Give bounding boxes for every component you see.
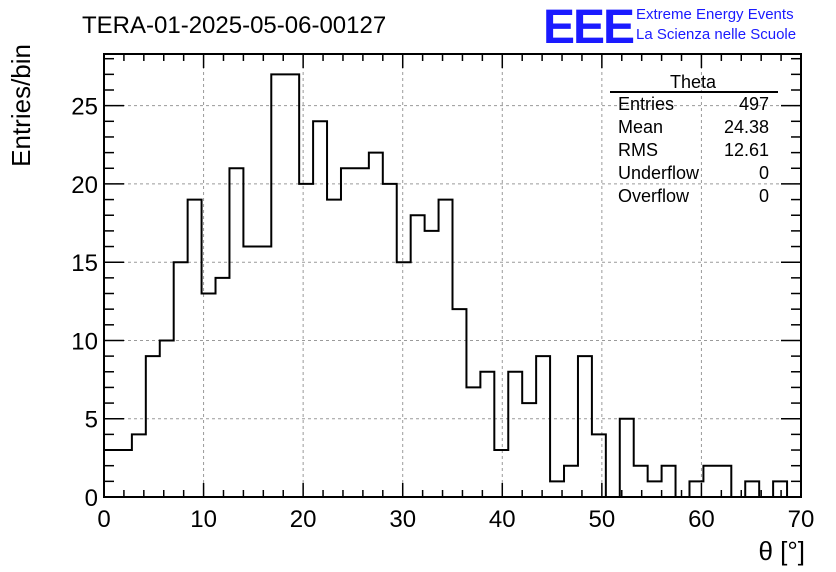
histogram-bin <box>536 356 550 497</box>
y-tick-label: 25 <box>71 94 98 121</box>
x-tick-label: 70 <box>788 506 815 533</box>
x-tick-label: 60 <box>688 506 715 533</box>
chart-title: TERA-01-2025-05-06-00127 <box>82 12 386 39</box>
x-tick-label: 20 <box>290 506 317 533</box>
histogram-bin <box>662 466 676 497</box>
stats-row-value: 0 <box>759 163 769 183</box>
stats-row-value: 0 <box>759 186 769 206</box>
y-tick-label: 15 <box>71 250 98 277</box>
histogram-bin <box>773 481 787 497</box>
histogram-bin <box>383 184 397 497</box>
histogram-bin <box>508 372 522 497</box>
histogram-bin <box>229 168 243 497</box>
histogram-bin <box>188 200 202 497</box>
histogram-bin <box>257 247 271 497</box>
histogram-bin <box>411 215 425 497</box>
y-tick-label: 10 <box>71 328 98 355</box>
stats-header: Theta <box>670 72 717 92</box>
histogram-bin <box>439 200 453 497</box>
stats-row-label: Underflow <box>618 163 700 183</box>
histogram-bin <box>285 74 299 497</box>
x-tick-label: 50 <box>589 506 616 533</box>
x-axis-label: θ [°] <box>758 536 805 566</box>
y-tick-label: 20 <box>71 172 98 199</box>
histogram-bin <box>522 403 536 497</box>
histogram-bin <box>132 434 146 497</box>
logo-text-line1: Extreme Energy Events <box>636 6 794 23</box>
histogram-bin <box>634 466 648 497</box>
y-axis-label: Entries/bin <box>6 44 36 167</box>
histogram-bin <box>648 481 662 497</box>
plot-frame <box>103 53 802 498</box>
y-tick-label: 5 <box>85 407 98 434</box>
stats-row-value: 497 <box>739 94 769 114</box>
stats-row-label: Mean <box>618 117 663 137</box>
histogram-bin <box>271 74 285 497</box>
histogram-bin <box>745 481 759 497</box>
histogram-bin <box>104 450 118 497</box>
histogram-bin <box>397 262 411 497</box>
stats-row-value: 12.61 <box>724 140 769 160</box>
logo-mark: EEE <box>543 1 634 54</box>
histogram-bin <box>480 372 494 497</box>
histogram-bin <box>216 278 230 497</box>
histogram-bin <box>425 231 439 497</box>
x-tick-label: 0 <box>97 506 110 533</box>
x-tick-label: 10 <box>190 506 217 533</box>
histogram-bin <box>466 387 480 497</box>
histogram-bin <box>341 168 355 497</box>
histogram-bin <box>327 200 341 497</box>
stats-row-label: RMS <box>618 140 658 160</box>
stats-rows: Entries 497 Mean 24.38 RMS 12.61 Underflow 0 Ove… <box>618 94 769 206</box>
histogram-bin <box>717 466 731 497</box>
y-tick-labels: 0 5 10 15 20 25 <box>71 94 98 512</box>
stats-box: Theta Entries 497 Mean 24.38 RMS 12.61 Underfl… <box>610 72 778 206</box>
histogram-bin <box>564 466 578 497</box>
x-tick-label: 30 <box>389 506 416 533</box>
histogram-bin <box>299 184 313 497</box>
stats-row-label: Overflow <box>618 186 690 206</box>
histogram-bin <box>313 121 327 497</box>
histogram-bin <box>592 434 606 497</box>
histogram-bin <box>494 450 508 497</box>
stats-row-label: Entries <box>618 94 674 114</box>
histogram-bin <box>146 356 160 497</box>
histogram-bin <box>578 356 592 497</box>
y-tick-label: 0 <box>85 485 98 512</box>
x-tick-label: 40 <box>489 506 516 533</box>
x-tick-labels: 0 10 20 30 40 50 60 70 <box>97 506 814 533</box>
histogram-bin <box>703 466 717 497</box>
grid-lines <box>104 54 801 497</box>
logo-text-line2: La Scienza nelle Scuole <box>636 26 796 43</box>
axis-ticks <box>103 54 802 498</box>
histogram-bin <box>620 419 634 497</box>
eee-logo: EEE Extreme Energy Events La Scienza nel… <box>543 1 796 54</box>
histogram-bin <box>160 340 174 497</box>
histogram-bin <box>202 294 216 497</box>
histogram-bin <box>355 168 369 497</box>
histogram-bin <box>453 309 467 497</box>
histogram-bin <box>243 247 257 497</box>
histogram-bin <box>118 450 132 497</box>
histogram-bins <box>104 74 787 497</box>
stats-row-value: 24.38 <box>724 117 769 137</box>
histogram-bin <box>369 153 383 497</box>
histogram-bin <box>174 262 188 497</box>
